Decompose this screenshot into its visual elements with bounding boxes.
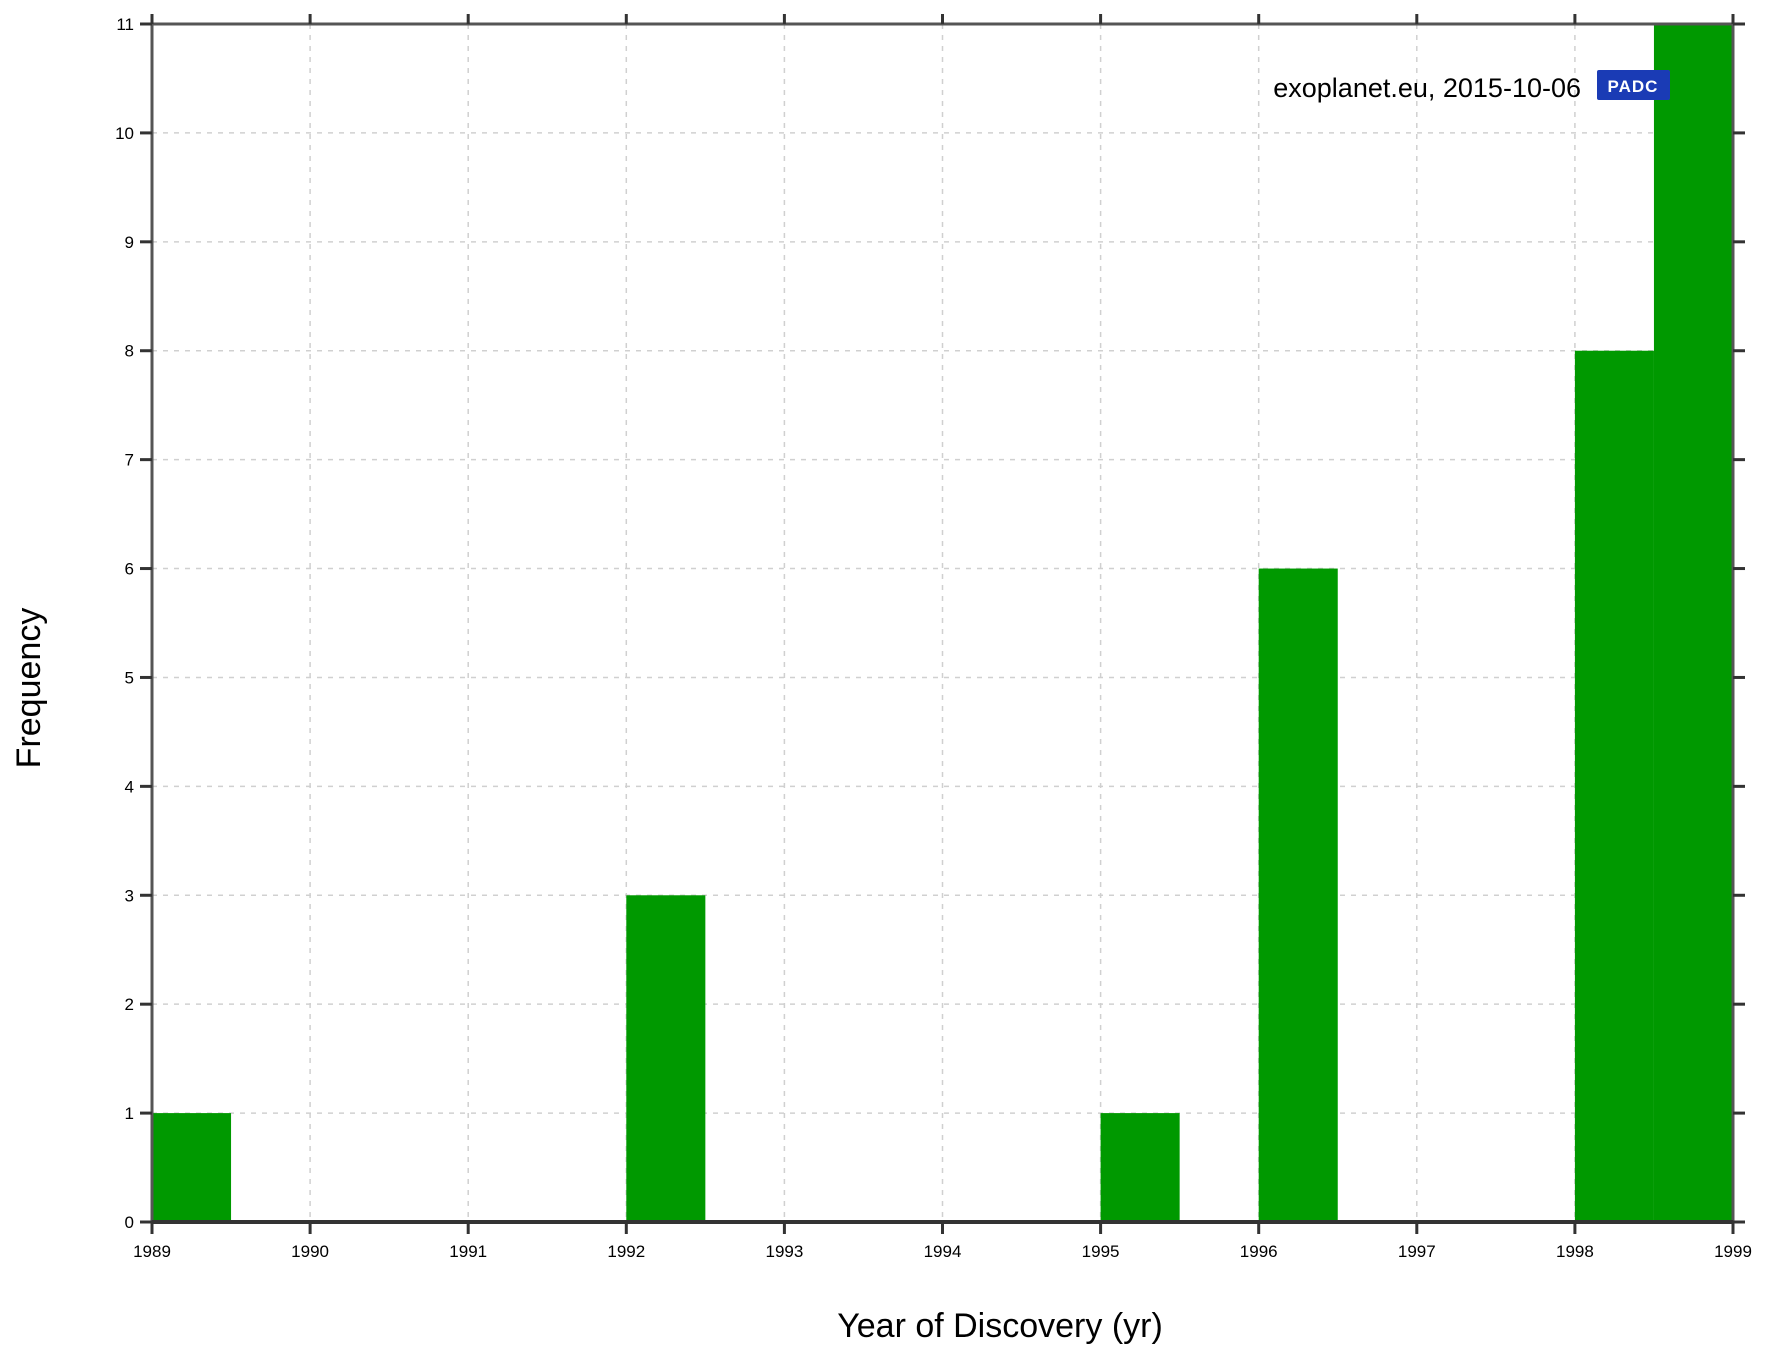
x-tick-label: 1990 (291, 1242, 329, 1261)
x-tick-label: 1997 (1398, 1242, 1436, 1261)
x-tick-label: 1992 (607, 1242, 645, 1261)
x-tick-label: 1993 (765, 1242, 803, 1261)
x-tick-label: 1996 (1240, 1242, 1278, 1261)
histogram-bar (1574, 350, 1654, 1222)
y-tick-label: 7 (125, 451, 134, 470)
padc-logo-text: PADC (1608, 77, 1659, 96)
histogram-bars (152, 24, 1733, 1222)
histogram-bar (1100, 1113, 1180, 1222)
histogram-bar (626, 895, 706, 1222)
y-axis-title: Frequency (10, 608, 48, 769)
x-tick-label: 1994 (924, 1242, 962, 1261)
x-tick-label: 1991 (449, 1242, 487, 1261)
y-tick-label: 6 (125, 560, 134, 579)
histogram-bar (1653, 24, 1733, 1222)
y-tick-label: 2 (125, 995, 134, 1014)
y-axis-ticks: 0 1 2 3 4 5 6 7 8 9 10 11 (115, 15, 1745, 1232)
x-tick-label: 1989 (133, 1242, 171, 1261)
padc-logo-background (1597, 70, 1670, 100)
histogram-bar (1258, 568, 1338, 1222)
x-tick-label: 1995 (1082, 1242, 1120, 1261)
padc-logo: PADC (1597, 70, 1670, 100)
histogram-bar (152, 1113, 232, 1222)
y-tick-label: 4 (125, 777, 134, 796)
x-tick-label: 1998 (1556, 1242, 1594, 1261)
x-tick-label: 1999 (1714, 1242, 1752, 1261)
x-axis-ticks: 1989 1990 1991 1992 1993 1994 1995 1996 1997 1998… (133, 14, 1752, 1261)
y-tick-label: 3 (125, 886, 134, 905)
y-tick-label: 10 (115, 124, 134, 143)
y-tick-label: 8 (125, 342, 134, 361)
source-annotation: exoplanet.eu, 2015-10-06 (1273, 73, 1581, 103)
y-tick-label: 11 (116, 15, 134, 34)
y-tick-label: 5 (125, 668, 134, 687)
y-tick-label: 9 (125, 233, 134, 252)
y-tick-label: 0 (125, 1213, 134, 1232)
x-axis-title: Year of Discovery (yr) (837, 1307, 1163, 1345)
y-tick-label: 1 (125, 1104, 134, 1123)
